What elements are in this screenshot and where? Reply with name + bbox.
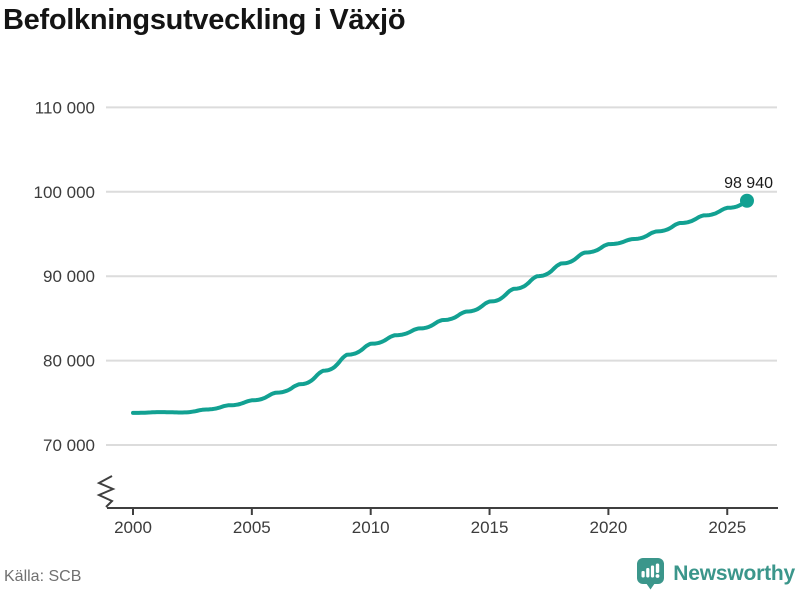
chart-title: Befolkningsutveckling i Växjö <box>3 4 406 36</box>
axis-break-icon <box>96 475 116 508</box>
newsworthy-logo-icon <box>637 558 665 590</box>
end-point-marker <box>739 193 754 208</box>
newsworthy-logo: Newsworthy <box>636 557 795 590</box>
y-tick-label: 100 000 <box>34 183 95 202</box>
x-tick-label: 2015 <box>471 518 509 537</box>
x-tick-label: 2000 <box>114 518 152 537</box>
population-line <box>131 198 750 415</box>
y-tick-label: 90 000 <box>43 267 95 286</box>
x-tick-label: 2010 <box>352 518 390 537</box>
end-value-label: 98 940 <box>724 175 773 192</box>
x-tick-label: 2025 <box>708 518 746 537</box>
y-tick-label: 70 000 <box>43 436 95 455</box>
y-tick-label: 80 000 <box>43 352 95 371</box>
y-tick-label: 110 000 <box>35 98 95 117</box>
source-label: Källa: SCB <box>4 568 82 585</box>
x-tick-label: 2005 <box>233 518 271 537</box>
newsworthy-logo-text: Newsworthy <box>673 561 795 585</box>
x-tick-label: 2020 <box>589 518 627 537</box>
